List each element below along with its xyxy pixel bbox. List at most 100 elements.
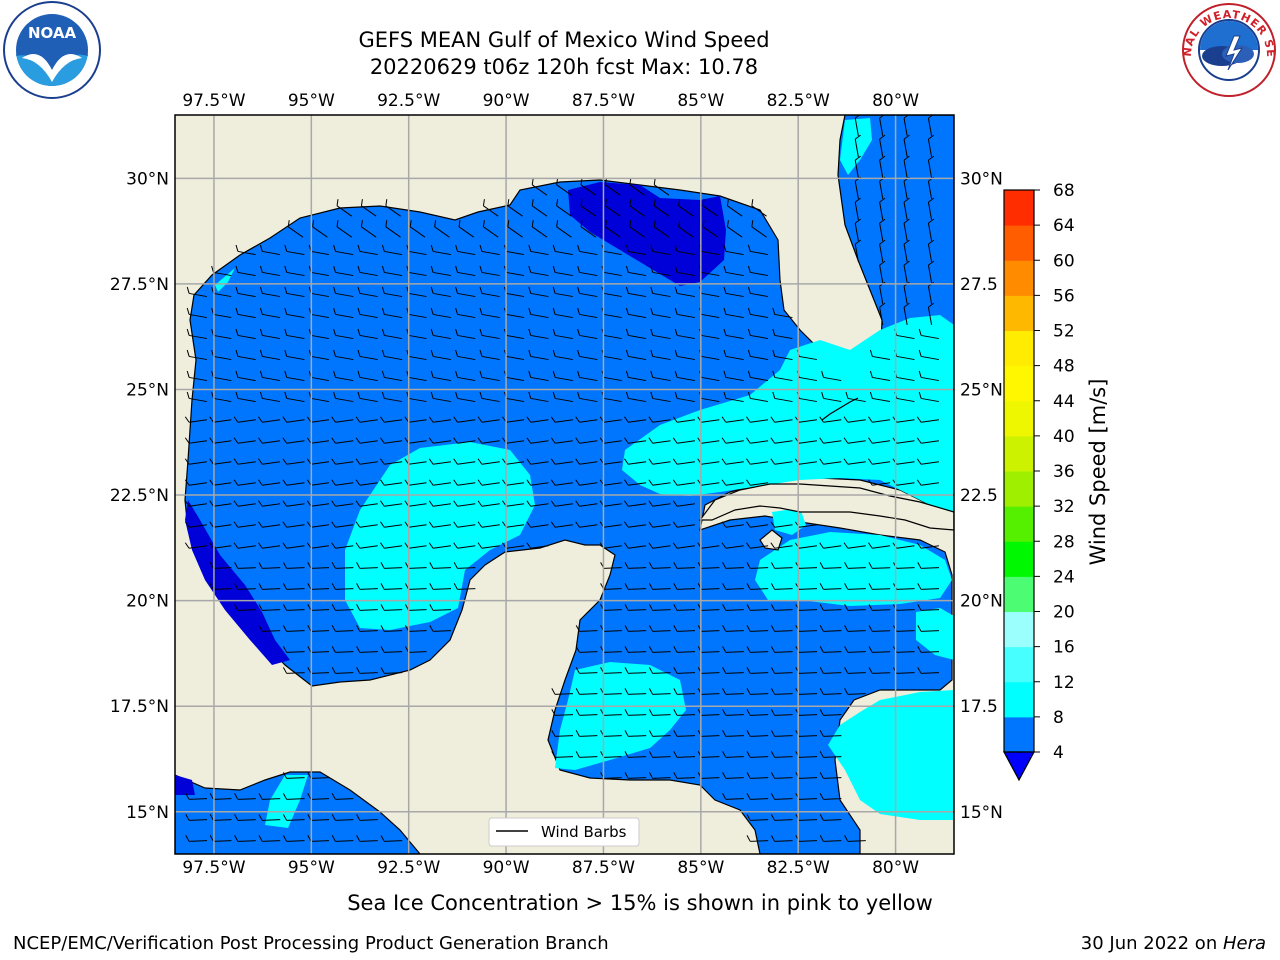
wind-barb	[331, 416, 354, 423]
wind-barb	[580, 220, 597, 238]
wind-barb	[258, 521, 281, 528]
wind-barb	[770, 835, 793, 842]
wind-barb	[429, 604, 452, 611]
wind-barb	[235, 328, 256, 340]
wind-barb	[577, 286, 598, 298]
wind-barb	[653, 199, 670, 217]
wind-barb	[624, 542, 647, 549]
wind-barb	[747, 391, 769, 403]
wind-barb	[879, 197, 886, 220]
wind-barb	[455, 391, 476, 403]
wind-barb	[625, 307, 647, 319]
colorbar-segment	[1004, 225, 1034, 261]
wind-barb	[235, 349, 256, 361]
wind-barb	[306, 458, 329, 465]
wind-barb	[381, 265, 403, 277]
wind-barb	[648, 709, 671, 716]
colorbar-tick-label: 20	[1053, 603, 1075, 623]
caribbean-west-water	[175, 771, 421, 854]
wind-barb	[746, 604, 769, 611]
wind-barb	[355, 458, 378, 465]
wind-barb	[331, 835, 354, 842]
wind-barb	[624, 646, 647, 653]
footer-machine: Hera	[1222, 933, 1266, 954]
wind-barb	[235, 370, 256, 382]
wind-barb	[722, 709, 744, 716]
lat-tick-label: 20°N	[126, 592, 169, 612]
wind-barb	[556, 199, 572, 217]
wind-barb	[186, 307, 207, 319]
wind-barb	[819, 604, 842, 611]
wind-barb	[531, 199, 548, 217]
wind-barb	[746, 646, 769, 653]
lat-tick-label: 30°N	[960, 169, 1003, 189]
lat-tick-label: 27.5	[960, 275, 998, 295]
wind-barb	[284, 265, 305, 277]
colorbar-segment	[1004, 541, 1034, 577]
wind-barb	[184, 542, 207, 549]
wind-barb	[184, 521, 207, 528]
wind-barb	[770, 730, 793, 737]
colorbar-segment	[1004, 576, 1034, 612]
wind-barb	[479, 286, 500, 298]
wind-barb	[551, 709, 574, 716]
wind-barb	[927, 239, 935, 262]
wind-barb	[550, 458, 573, 465]
wind-barb	[723, 265, 744, 277]
wind-barb	[380, 437, 403, 444]
wind-barb	[751, 199, 767, 217]
wind-barb	[722, 688, 744, 695]
wind-barb	[575, 751, 598, 758]
wind-barb	[477, 521, 500, 528]
wind-barb	[879, 260, 886, 283]
wind-barb	[380, 667, 403, 674]
wind-barb	[722, 625, 744, 632]
wind-barb	[307, 835, 330, 842]
wind-barb	[674, 328, 695, 340]
colorbar-tick-label: 60	[1053, 251, 1075, 271]
wind-barb	[550, 521, 573, 528]
wind-8-12-central-gulf	[345, 442, 535, 630]
wind-barb	[356, 583, 378, 590]
wind-barb	[903, 134, 910, 157]
wind-barb	[259, 391, 281, 403]
wind-barb	[551, 751, 574, 758]
lon-tick-label: 87.5°W	[572, 858, 635, 878]
wind-barb	[746, 814, 769, 821]
wind-barb	[331, 542, 354, 549]
wind-barb	[331, 437, 354, 444]
wind-barb	[772, 370, 793, 382]
lon-tick-label: 85°W	[677, 91, 724, 111]
wind-barb	[331, 625, 354, 632]
wind-barb	[234, 562, 256, 569]
wind-barb	[507, 220, 523, 238]
lon-tick-label: 80°W	[872, 858, 919, 878]
wind-barb	[648, 751, 671, 758]
wind-barb	[556, 220, 572, 238]
wind-barb	[380, 521, 403, 528]
wind-barb	[430, 349, 451, 361]
wind-barb	[879, 239, 886, 262]
wind-barb	[722, 646, 744, 653]
wind-barb	[258, 583, 281, 590]
wind-barb	[625, 265, 647, 277]
wind-barb	[903, 260, 910, 283]
wind-barb	[821, 370, 842, 382]
wind-barb	[355, 521, 378, 528]
wind-barb	[624, 479, 647, 486]
wind-barb	[722, 604, 744, 611]
wind-barb	[746, 437, 769, 444]
wind-8-12-gulf-of-honduras	[555, 662, 686, 770]
lat-tick-label: 22.5	[960, 486, 998, 506]
wind-barb	[927, 260, 935, 283]
wind-barb	[648, 479, 671, 486]
wind-barb	[844, 562, 866, 569]
wind-barb	[751, 220, 767, 238]
wind-barb	[650, 286, 671, 298]
wind-barb	[380, 542, 403, 549]
wind-barb	[746, 730, 769, 737]
ice-note: Sea Ice Concentration > 15% is shown in …	[347, 891, 933, 915]
wind-barb	[453, 562, 476, 569]
wind-barb	[624, 500, 647, 507]
